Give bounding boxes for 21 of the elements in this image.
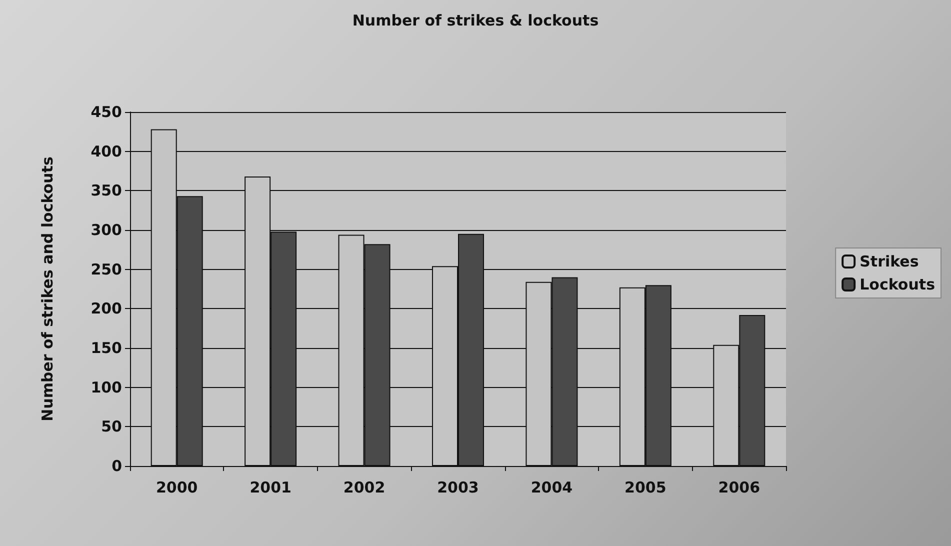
- y-tick-label: 100: [90, 378, 122, 396]
- legend-label: Strikes: [860, 252, 919, 270]
- chart-title: Number of strikes & lockouts: [352, 12, 599, 30]
- x-tick-label: 2003: [437, 478, 479, 496]
- y-tick-label: 400: [90, 142, 122, 160]
- x-tick-label: 2001: [250, 478, 292, 496]
- y-tick-label: 150: [90, 339, 122, 357]
- y-tick-label: 0: [112, 457, 122, 475]
- x-tick-label: 2006: [718, 478, 760, 496]
- y-tick-label: 200: [90, 300, 122, 318]
- y-tick-label: 350: [90, 182, 122, 200]
- y-axis-title: Number of strikes and lockouts: [38, 156, 56, 422]
- legend-label: Lockouts: [860, 276, 936, 294]
- x-tick-label: 2002: [343, 478, 386, 496]
- x-tick-label: 2000: [156, 478, 198, 496]
- x-tick-label: 2005: [624, 478, 666, 496]
- y-tick-label: 250: [90, 260, 122, 278]
- x-tick-label: 2004: [530, 478, 573, 496]
- y-tick-label: 300: [90, 221, 122, 239]
- y-tick-label: 50: [101, 418, 122, 436]
- y-tick-label: 450: [90, 103, 122, 121]
